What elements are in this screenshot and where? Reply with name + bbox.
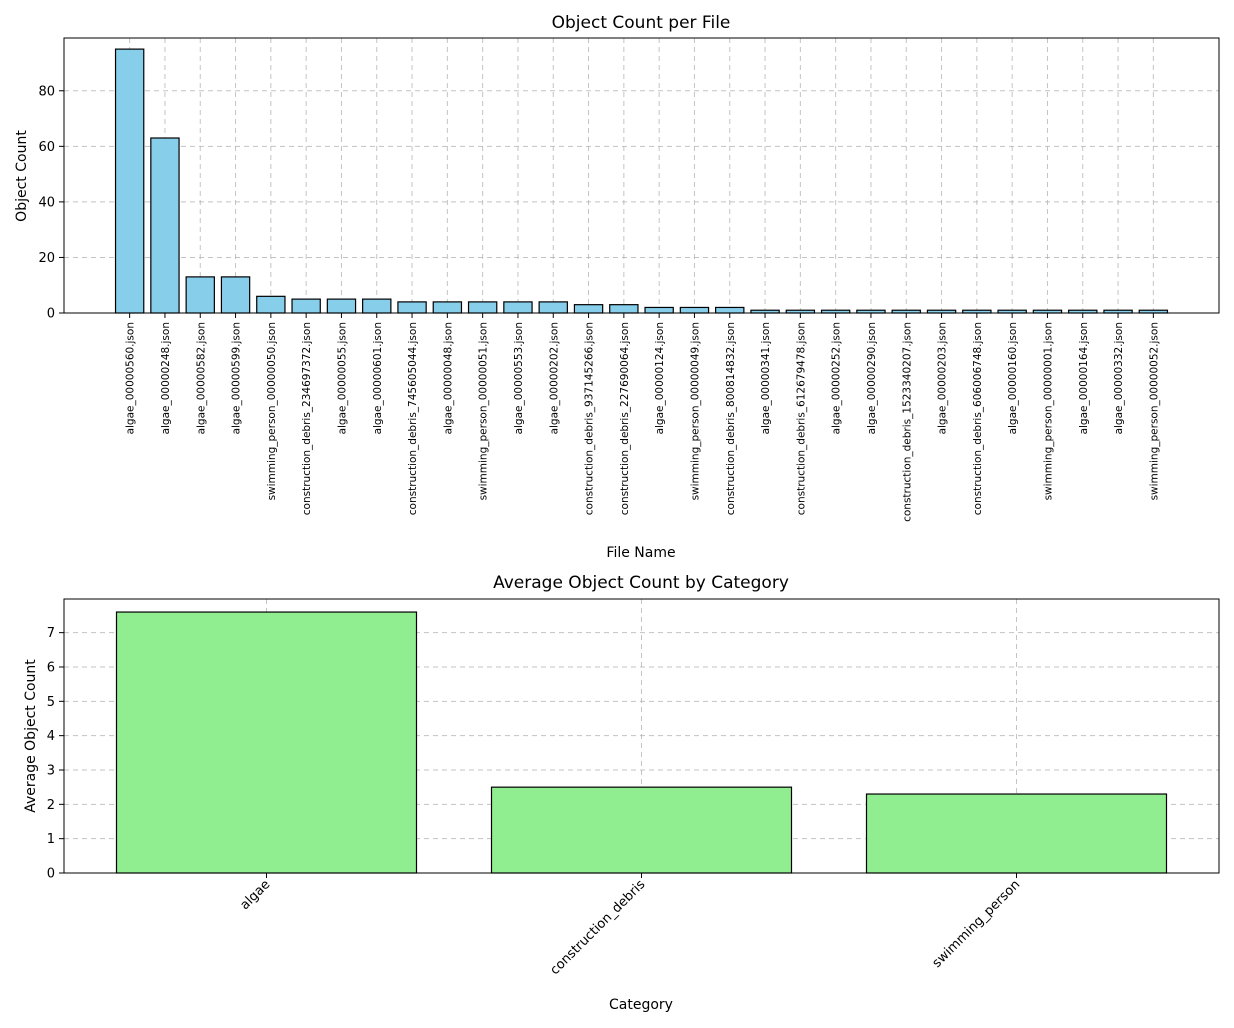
bar-construction-debris-800814832-json [715, 306, 745, 314]
bar-construction-debris-227690064-json [609, 304, 639, 314]
x-tick-label: algae_00000203.json [937, 322, 949, 434]
bar-algae-00000560-json [114, 48, 145, 314]
bar-swimming-person-00000051-json [467, 301, 498, 314]
x-tick-label: swimming_person_00000052.json [1148, 322, 1160, 500]
y-tick-label: 80 [38, 84, 55, 99]
chart2-y-label: Average Object Count [23, 659, 39, 813]
chart1-x-label: File Name [606, 545, 675, 561]
x-tick-label: algae_00000599.json [231, 322, 243, 434]
x-tick-label: swimming_person_00000050.json [266, 322, 278, 500]
bar-swimming-person [865, 793, 1168, 874]
y-tick-label: 3 [47, 763, 55, 778]
x-tick-label: swimming_person_00000049.json [689, 322, 701, 500]
average-object-count-by-category-chart: Average Object Count by Category 0 1 2 3 4 5 6… [23, 573, 1220, 1013]
chart2-bars [115, 611, 1168, 874]
chart2-x-ticks: algae construction_debris swimming_person [237, 873, 1023, 978]
x-tick-label: algae_00000202.json [548, 322, 560, 434]
x-tick-label: construction_debris_612679478.json [795, 322, 807, 515]
y-tick-label: 7 [47, 626, 55, 641]
x-tick-label: construction_debris_745605044.json [407, 322, 419, 515]
bar-construction-debris [490, 786, 793, 874]
x-tick-label: algae_00000560.json [125, 322, 137, 434]
chart1-frame [63, 37, 1220, 314]
chart1-grid [64, 38, 1219, 314]
bar-algae-00000248-json [150, 137, 180, 314]
chart2-x-label: Category [609, 997, 673, 1013]
bar-construction-debris-234697372-json [291, 298, 321, 314]
y-tick-label: 0 [47, 867, 55, 882]
y-tick-label: 2 [47, 798, 55, 813]
chart2-title: Average Object Count by Category [493, 573, 789, 593]
x-tick-label: algae_00000290.json [866, 322, 878, 434]
bar-algae-00000124-json [644, 306, 674, 314]
bar-algae [115, 611, 418, 874]
y-tick-label: 60 [38, 140, 55, 155]
x-tick-label: algae_00000055.json [336, 322, 348, 434]
x-tick-label: construction_debris_606006748.json [972, 322, 984, 515]
x-tick-label: algae_00000164.json [1078, 322, 1090, 434]
bar-algae-00000599-json [220, 276, 251, 314]
x-tick-label: algae_00000332.json [1113, 322, 1125, 434]
chart1-x-ticks: algae_00000560.json algae_00000248.json al… [125, 313, 1160, 522]
bar-construction-debris-745605044-json [397, 301, 427, 314]
x-tick-label: swimming_person [930, 877, 1024, 971]
x-tick-label: construction_debris_227690064.json [619, 322, 631, 515]
bar-construction-debris-937145266-json [573, 304, 604, 314]
bar-swimming-person-00000050-json [256, 295, 286, 314]
chart1-y-label: Object Count [14, 130, 30, 222]
x-tick-label: construction_debris [548, 877, 649, 978]
chart1-title: Object Count per File [552, 13, 731, 33]
bar-algae-00000055-json [326, 298, 357, 314]
x-tick-label: construction_debris_1523340207.json [901, 322, 913, 522]
x-tick-label: algae_00000048.json [442, 322, 454, 434]
bar-algae-00000553-json [503, 301, 533, 314]
y-tick-label: 40 [38, 195, 55, 210]
y-tick-label: 20 [38, 251, 55, 266]
x-tick-label: algae_00000582.json [195, 322, 207, 434]
bar-algae-00000582-json [185, 276, 215, 314]
y-tick-label: 5 [47, 695, 55, 710]
bar-algae-00000202-json [538, 301, 568, 314]
x-tick-label: algae_00000553.json [513, 322, 525, 434]
x-tick-label: algae_00000252.json [831, 322, 843, 434]
object-count-per-file-chart: Object Count per File 0 20 40 60 80 algae_00… [14, 13, 1220, 561]
y-tick-label: 1 [47, 832, 55, 847]
bar-algae-00000048-json [432, 301, 463, 314]
y-tick-label: 0 [47, 307, 55, 322]
x-tick-label: algae_00000248.json [160, 322, 172, 434]
x-tick-label: algae_00000341.json [760, 322, 772, 434]
bar-algae-00000601-json [362, 298, 392, 314]
bar-swimming-person-00000049-json [679, 306, 710, 314]
chart1-bars [114, 48, 1169, 314]
x-tick-label: swimming_person_00000001.json [1042, 322, 1054, 500]
chart1-y-ticks: 0 20 40 60 80 [38, 84, 64, 322]
chart2-y-ticks: 0 1 2 3 4 5 6 7 [47, 626, 64, 882]
y-tick-label: 6 [47, 660, 55, 675]
x-tick-label: construction_debris_234697372.json [301, 322, 313, 515]
x-tick-label: construction_debris_800814832.json [725, 322, 737, 515]
y-tick-label: 4 [47, 729, 55, 744]
x-tick-label: algae_00000160.json [1007, 322, 1019, 434]
x-tick-label: algae_00000601.json [372, 322, 384, 434]
x-tick-label: construction_debris_937145266.json [584, 322, 596, 515]
x-tick-label: algae [237, 877, 273, 913]
x-tick-label: swimming_person_00000051.json [478, 322, 490, 500]
x-tick-label: algae_00000124.json [654, 322, 666, 434]
chart2-frame [63, 598, 1220, 874]
